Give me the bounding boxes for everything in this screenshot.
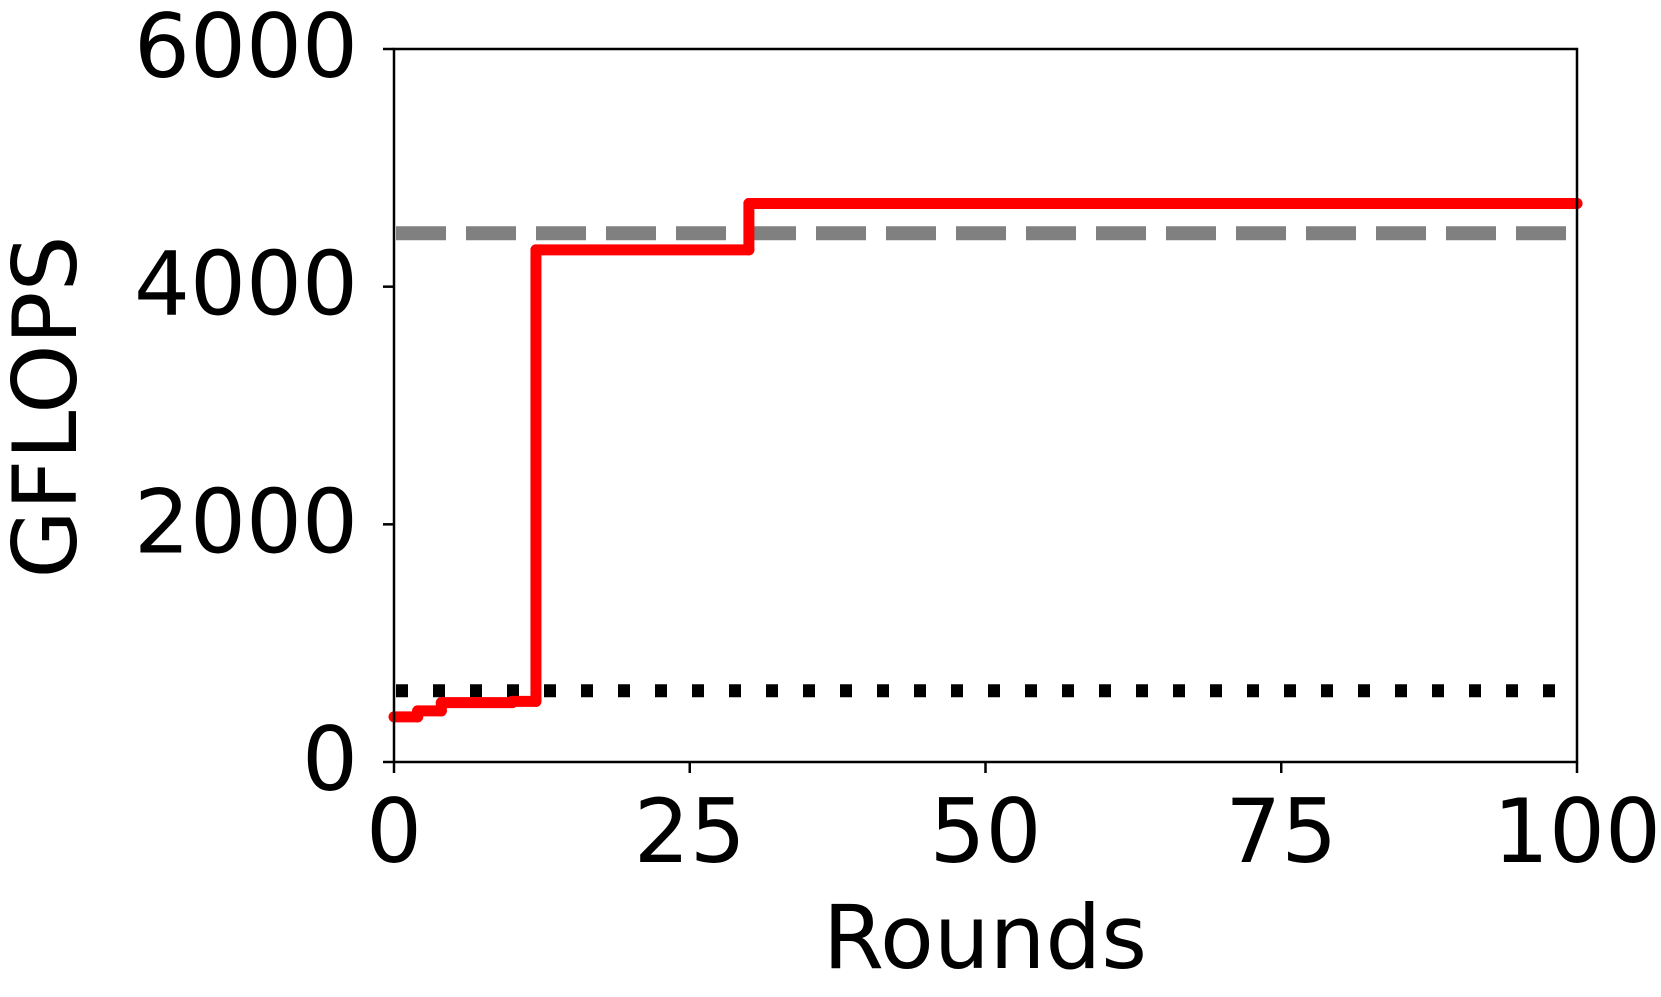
x-tick-label: 50 bbox=[930, 780, 1042, 883]
x-tick-label: 100 bbox=[1493, 780, 1661, 883]
plot-frame bbox=[392, 47, 1579, 764]
y-axis-label: GFLOPS bbox=[0, 236, 97, 579]
x-tick-label: 25 bbox=[634, 780, 746, 883]
y-tick-label: 4000 bbox=[134, 233, 358, 336]
y-tick-label: 6000 bbox=[134, 0, 358, 98]
x-tick-label: 75 bbox=[1225, 780, 1337, 883]
x-axis-label: Rounds bbox=[823, 886, 1147, 989]
x-tick-label: 0 bbox=[366, 780, 422, 883]
y-tick-label: 0 bbox=[302, 708, 358, 811]
y-tick-label: 2000 bbox=[134, 470, 358, 573]
